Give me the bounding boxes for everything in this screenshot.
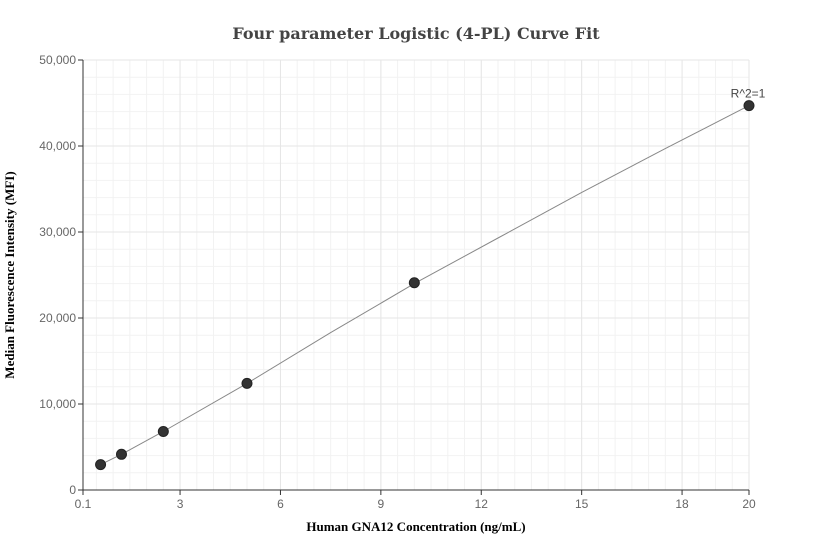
x-tick-label: 15 (575, 497, 589, 511)
data-points (95, 100, 755, 471)
fit-curve-line (100, 105, 750, 466)
data-point (241, 377, 253, 389)
x-tick-label: 20 (742, 497, 756, 511)
y-tick-label: 50,000 (39, 53, 76, 67)
x-tick-label: 12 (475, 497, 489, 511)
x-tick-label: 18 (675, 497, 689, 511)
x-tick-label: 6 (277, 497, 284, 511)
data-point (743, 100, 755, 112)
y-tick-label: 30,000 (39, 225, 76, 239)
axes (82, 60, 749, 491)
y-tick-label: 40,000 (39, 139, 76, 153)
data-point (408, 277, 420, 289)
data-point (115, 448, 127, 460)
x-tick-label: 3 (177, 497, 184, 511)
r-squared-annotation: R^2=1 (731, 87, 766, 101)
y-axis-title: Median Fluorescence Intensity (MFI) (2, 171, 17, 378)
x-tick-label: 0.1 (75, 497, 92, 511)
y-tick-label: 10,000 (39, 397, 76, 411)
data-point (95, 459, 107, 471)
grid-lines (82, 59, 750, 491)
chart-title: Four parameter Logistic (4-PL) Curve Fit (232, 24, 600, 43)
x-axis-ticks: 0.1 3 6 9 12 15 18 20 (75, 490, 756, 511)
y-tick-label: 0 (69, 483, 76, 497)
fit-curve-layer (100, 105, 750, 466)
y-tick-label: 20,000 (39, 311, 76, 325)
x-tick-label: 9 (378, 497, 385, 511)
data-point (157, 426, 169, 438)
x-axis-title: Human GNA12 Concentration (ng/mL) (306, 519, 525, 534)
y-axis-ticks: 0 10,000 20,000 30,000 40,000 50,000 (39, 53, 83, 497)
